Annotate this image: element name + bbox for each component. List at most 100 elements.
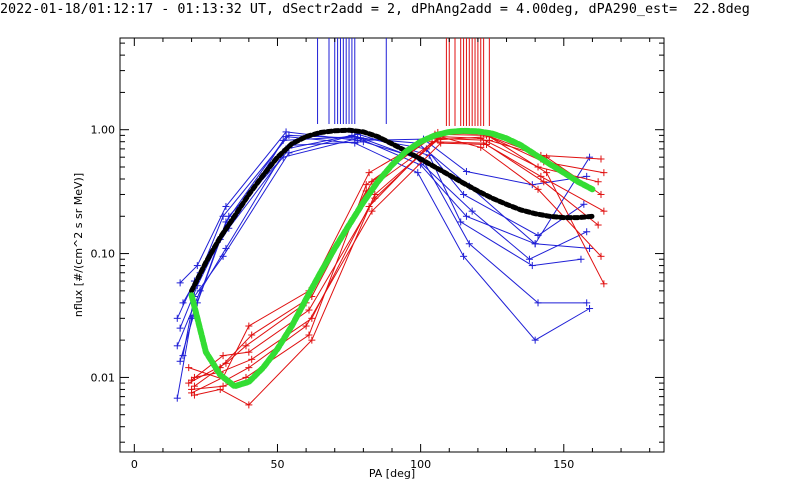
x-tick-label: 100 (410, 458, 431, 471)
blue-data-point (531, 336, 539, 344)
red-series-line (191, 131, 602, 394)
red-data-point (368, 207, 376, 215)
red-data-point (371, 190, 379, 198)
blue-series-line (176, 134, 590, 346)
blue-data-point (351, 139, 359, 147)
red-series-line (191, 137, 602, 381)
red-data-point (537, 172, 545, 180)
blue-data-point (534, 299, 542, 307)
blue-data-point (580, 200, 588, 208)
red-data-point (437, 139, 445, 147)
red-data-point (543, 169, 551, 177)
blue-data-point (173, 342, 181, 350)
black-fit-curve (189, 127, 595, 294)
y-tick-label: 0.10 (91, 248, 116, 261)
blue-data-point (285, 149, 293, 157)
red-data-point (594, 221, 602, 229)
red-data-point (222, 359, 230, 367)
red-data-point (190, 391, 198, 399)
red-data-point (302, 322, 310, 330)
blue-data-point (176, 279, 184, 287)
blue-data-point (285, 131, 293, 139)
blue-data-point (282, 133, 290, 141)
fit-curves (188, 127, 596, 390)
blue-data-point (468, 207, 476, 215)
red-data-point (219, 352, 227, 360)
red-data-point (597, 252, 605, 260)
y-axis-label: nflux [#/(cm^2 s sr MeV)] (72, 173, 85, 317)
y-tick-label: 0.01 (91, 371, 116, 384)
red-data-point (248, 331, 256, 339)
red-data-point (600, 207, 608, 215)
red-data-point (216, 385, 224, 393)
blue-data-point (460, 252, 468, 260)
blue-data-point (531, 240, 539, 248)
blue-data-point (176, 357, 184, 365)
red-data-point (245, 348, 253, 356)
red-data-point (597, 155, 605, 163)
red-series-line (194, 133, 604, 387)
x-axis-label: PA [deg] (369, 467, 415, 480)
axes: 0 50 100 150 0.01 0.10 1.00 (91, 38, 664, 471)
red-data-point (540, 178, 548, 186)
blue-data-point (462, 212, 470, 220)
red-data-point (477, 134, 485, 142)
series-layer (173, 128, 608, 409)
red-data-point (185, 379, 193, 387)
red-data-point (482, 140, 490, 148)
red-data-point (365, 169, 373, 177)
red-data-point (190, 382, 198, 390)
red-data-point (600, 169, 608, 177)
blue-data-point (462, 167, 470, 175)
blue-data-point (219, 252, 227, 260)
top-markers (317, 38, 490, 126)
blue-data-point (577, 255, 585, 263)
blue-data-point (528, 262, 536, 270)
green-fit-curve (188, 127, 596, 390)
red-data-point (594, 178, 602, 186)
red-data-point (477, 143, 485, 151)
blue-data-point (534, 231, 542, 239)
red-series-line (194, 141, 605, 378)
blue-data-point (586, 244, 594, 252)
blue-data-point (414, 169, 422, 177)
blue-data-point (586, 153, 594, 161)
plot-frame (119, 37, 665, 453)
blue-data-point (583, 228, 591, 236)
red-data-point (308, 336, 316, 344)
blue-data-point (222, 202, 230, 210)
red-data-point (242, 342, 250, 350)
blue-data-point (425, 151, 433, 159)
blue-data-point (465, 240, 473, 248)
red-data-point (245, 364, 253, 372)
chart-title: 2022-01-18/01:12:17 - 01:13:32 UT, dSect… (0, 2, 750, 17)
blue-data-point (583, 299, 591, 307)
blue-data-point (193, 262, 201, 270)
blue-data-point (586, 305, 594, 313)
blue-data-point (457, 218, 465, 226)
red-data-point (597, 190, 605, 198)
x-tick-label: 50 (270, 458, 284, 471)
red-data-point (600, 280, 608, 288)
red-data-point (362, 181, 370, 189)
x-tick-label: 0 (131, 458, 138, 471)
blue-data-point (460, 190, 468, 198)
blue-data-point (173, 314, 181, 322)
y-tick-label: 1.00 (91, 124, 116, 137)
red-data-point (190, 373, 198, 381)
red-data-point (188, 385, 196, 393)
red-data-point (245, 322, 253, 330)
red-data-point (305, 331, 313, 339)
x-tick-label: 150 (553, 458, 574, 471)
red-data-point (534, 185, 542, 193)
red-data-point (185, 364, 193, 372)
red-data-point (219, 382, 227, 390)
blue-data-point (357, 134, 365, 142)
blue-data-point (176, 324, 184, 332)
red-data-point (480, 139, 488, 147)
blue-data-point (188, 314, 196, 322)
red-data-point (305, 306, 313, 314)
blue-data-point (525, 255, 533, 263)
red-data-point (248, 355, 256, 363)
